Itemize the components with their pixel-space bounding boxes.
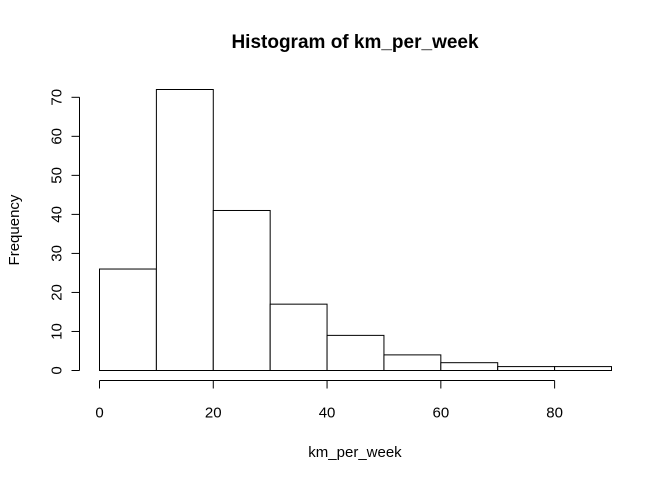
y-tick-label-50: 50	[49, 167, 66, 184]
histogram-bar-6	[440, 362, 499, 372]
x-axis: 0 20 40 60 80	[95, 380, 563, 422]
histogram-bar-2	[212, 209, 271, 371]
x-tick-label-60: 60	[432, 405, 449, 422]
histogram-bar-1	[155, 89, 214, 371]
x-tick-label-0: 0	[95, 405, 103, 422]
y-axis: 0 10 20 30 40 50 60 70	[49, 89, 80, 375]
y-tick-label-40: 40	[49, 206, 66, 223]
x-tick-label-20: 20	[205, 405, 222, 422]
y-axis-label: Frequency	[6, 194, 23, 265]
y-tick-label-20: 20	[49, 284, 66, 301]
histogram-bar-7	[497, 366, 556, 372]
x-tick-label-40: 40	[319, 405, 336, 422]
chart-title: Histogram of km_per_week	[231, 32, 479, 53]
histogram-bar-5	[383, 354, 442, 371]
y-tick-label-10: 10	[49, 323, 66, 340]
histogram-bar-8	[554, 366, 612, 372]
y-tick-label-60: 60	[49, 128, 66, 145]
x-axis-label: km_per_week	[308, 444, 402, 461]
histogram-bar-3	[269, 303, 328, 371]
y-tick-label-70: 70	[49, 89, 66, 106]
histogram-bar-4	[326, 334, 385, 371]
histogram-bar-0	[99, 268, 157, 371]
bars-group	[99, 89, 612, 372]
y-tick-label-30: 30	[49, 245, 66, 262]
y-tick-label-0: 0	[49, 366, 66, 374]
x-tick-label-80: 80	[546, 405, 563, 422]
